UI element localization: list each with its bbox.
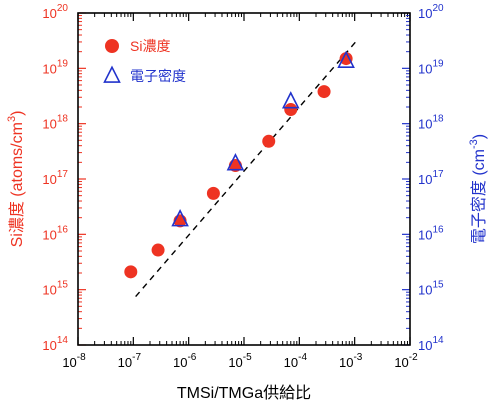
data-point-si	[206, 186, 220, 200]
data-point-si	[151, 243, 165, 257]
y-left-tick-label: 1017	[42, 169, 68, 187]
legend: Si濃度 電子密度	[103, 38, 186, 84]
y-right-tick-label: 1015	[418, 280, 444, 298]
y-left-tick-label: 1018	[42, 114, 68, 132]
y-left-tick-label: 1015	[42, 280, 68, 298]
data-point-si	[317, 85, 331, 99]
y-left-title-sup: 3	[6, 116, 18, 122]
y-right-tick-label: 1017	[418, 169, 444, 187]
y-right-tick-label: 1016	[418, 224, 444, 242]
ticks-layer	[77, 12, 411, 346]
data-point-electron	[281, 91, 300, 109]
x-tick-label: 10-4	[284, 352, 308, 370]
y-right-title-sup: -3	[468, 139, 480, 149]
x-tick-label: 10-2	[394, 352, 418, 370]
x-axis-title: TMSi/TMGa供給比	[177, 384, 311, 402]
y-left-axis-title: Si濃度 (atoms/cm3)	[6, 111, 26, 248]
y-left-tick-label: 1020	[42, 3, 68, 21]
data-point-si	[262, 134, 276, 148]
y-right-tick-label: 1018	[418, 114, 444, 132]
y-right-title-close: )	[471, 134, 488, 139]
data-point-electron	[337, 50, 355, 68]
svg-text:Si濃度 (atoms/cm3): Si濃度 (atoms/cm3)	[6, 111, 26, 248]
y-left-tick-label: 1016	[42, 224, 68, 242]
x-tick-label: 10-6	[173, 352, 197, 370]
plot-frame	[77, 12, 411, 346]
legend-marker-electron	[103, 65, 121, 83]
y-right-axis-title: 電子密度 (cm-3)	[468, 134, 488, 244]
x-tick-label: 10-7	[118, 352, 142, 370]
fit-line	[135, 39, 358, 298]
data-point-electron	[226, 153, 245, 171]
y-right-tick-label: 1019	[418, 58, 444, 76]
points-layer	[124, 50, 355, 279]
y-right-tick-label: 1014	[418, 335, 444, 353]
x-tick-label: 10-3	[339, 352, 363, 370]
y-left-tick-label: 1019	[42, 58, 68, 76]
x-tick-label: 10-5	[228, 352, 252, 370]
y-right-title-main: 電子密度 (cm	[470, 149, 488, 244]
data-point-si	[284, 103, 298, 117]
y-left-tick-label: 1014	[42, 335, 68, 353]
svg-text:電子密度 (cm-3): 電子密度 (cm-3)	[468, 134, 488, 244]
legend-label-electron: 電子密度	[130, 68, 186, 84]
x-tick-label: 10-8	[62, 352, 86, 370]
data-point-si	[124, 265, 138, 279]
legend-marker-si	[105, 39, 119, 53]
y-left-title-main: Si濃度 (atoms/cm	[8, 122, 26, 247]
data-point-electron	[171, 209, 189, 227]
y-left-title-close: )	[9, 111, 26, 116]
fit-layer	[135, 39, 358, 298]
legend-label-si: Si濃度	[130, 38, 170, 54]
data-point-si	[339, 52, 353, 66]
y-right-tick-label: 1020	[418, 3, 444, 21]
